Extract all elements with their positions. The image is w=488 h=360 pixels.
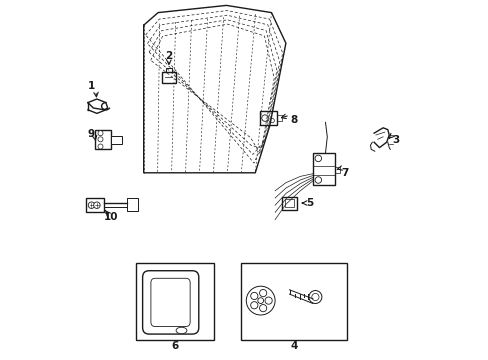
FancyBboxPatch shape <box>151 278 190 327</box>
Bar <box>111 136 122 144</box>
Bar <box>281 197 297 210</box>
Text: 2: 2 <box>165 51 172 61</box>
Circle shape <box>314 177 321 183</box>
Circle shape <box>98 137 103 142</box>
Circle shape <box>259 305 266 312</box>
Ellipse shape <box>176 327 186 334</box>
Bar <box>241 263 346 340</box>
FancyBboxPatch shape <box>142 271 199 334</box>
Circle shape <box>94 202 100 208</box>
Circle shape <box>269 118 274 123</box>
Circle shape <box>257 298 263 303</box>
Circle shape <box>88 202 95 208</box>
Text: 1: 1 <box>88 81 95 91</box>
Text: 7: 7 <box>340 168 347 178</box>
Text: 5: 5 <box>306 198 313 208</box>
Text: 8: 8 <box>290 114 297 125</box>
Bar <box>127 198 138 211</box>
Circle shape <box>308 291 321 303</box>
Bar <box>86 198 104 212</box>
Text: 4: 4 <box>290 341 297 351</box>
Circle shape <box>246 286 275 315</box>
Text: 10: 10 <box>104 212 118 222</box>
Text: 9: 9 <box>87 129 94 139</box>
Circle shape <box>250 302 257 309</box>
Bar <box>162 72 176 83</box>
Bar <box>260 111 277 125</box>
Text: 6: 6 <box>171 341 178 351</box>
Circle shape <box>264 297 272 304</box>
Bar <box>136 263 213 340</box>
Text: 3: 3 <box>391 135 399 145</box>
Circle shape <box>261 115 268 121</box>
Circle shape <box>250 292 257 300</box>
Circle shape <box>98 131 103 136</box>
Bar <box>285 199 293 207</box>
Bar <box>95 130 111 149</box>
Circle shape <box>311 293 318 301</box>
Bar <box>312 153 334 185</box>
Circle shape <box>314 155 321 162</box>
Circle shape <box>259 289 266 297</box>
Circle shape <box>98 144 103 149</box>
